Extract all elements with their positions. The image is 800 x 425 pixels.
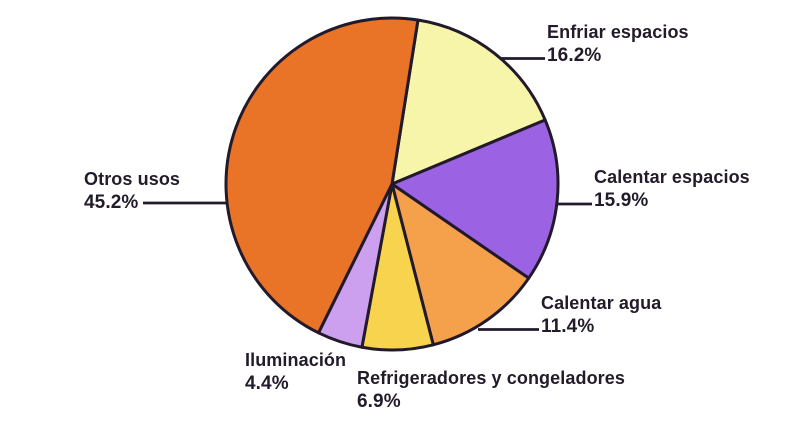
leader-lines-group bbox=[143, 57, 592, 331]
pie-slice-calentar-espacios bbox=[390, 118, 560, 280]
slice-label-refrigeradores-congeladores: Refrigeradores y congeladores 6.9% bbox=[357, 366, 625, 414]
slice-name: Enfriar espacios bbox=[547, 22, 689, 42]
slice-percentage: 4.4% bbox=[245, 373, 289, 394]
pie-slice-enfriar-espacios bbox=[390, 18, 547, 186]
slice-name: Iluminación bbox=[245, 350, 347, 370]
slice-name: Calentar agua bbox=[541, 293, 662, 313]
slice-label-enfriar-espacios: Enfriar espacios 16.2% bbox=[547, 20, 689, 68]
slice-percentage: 6.9% bbox=[357, 391, 401, 412]
slice-name: Otros usos bbox=[84, 169, 181, 189]
slice-name: Calentar espacios bbox=[594, 167, 750, 187]
slice-label-otros-usos: Otros usos 45.2% bbox=[84, 167, 180, 215]
slice-percentage: 15.9% bbox=[594, 190, 649, 211]
pie-slice-calentar-agua bbox=[390, 182, 531, 347]
slice-percentage: 11.4% bbox=[541, 316, 595, 337]
slice-name: Refrigeradores y congeladores bbox=[357, 368, 625, 388]
pie-slices-group bbox=[224, 16, 560, 352]
slice-label-calentar-espacios: Calentar espacios 15.9% bbox=[594, 165, 750, 213]
slice-percentage: 16.2% bbox=[547, 45, 602, 66]
pie-slice-otros-usos bbox=[224, 16, 420, 335]
slice-percentage: 45.2% bbox=[84, 192, 139, 213]
slice-label-calentar-agua: Calentar agua 11.4% bbox=[541, 291, 661, 339]
slice-label-iluminacion: Iluminación 4.4% bbox=[245, 348, 346, 396]
